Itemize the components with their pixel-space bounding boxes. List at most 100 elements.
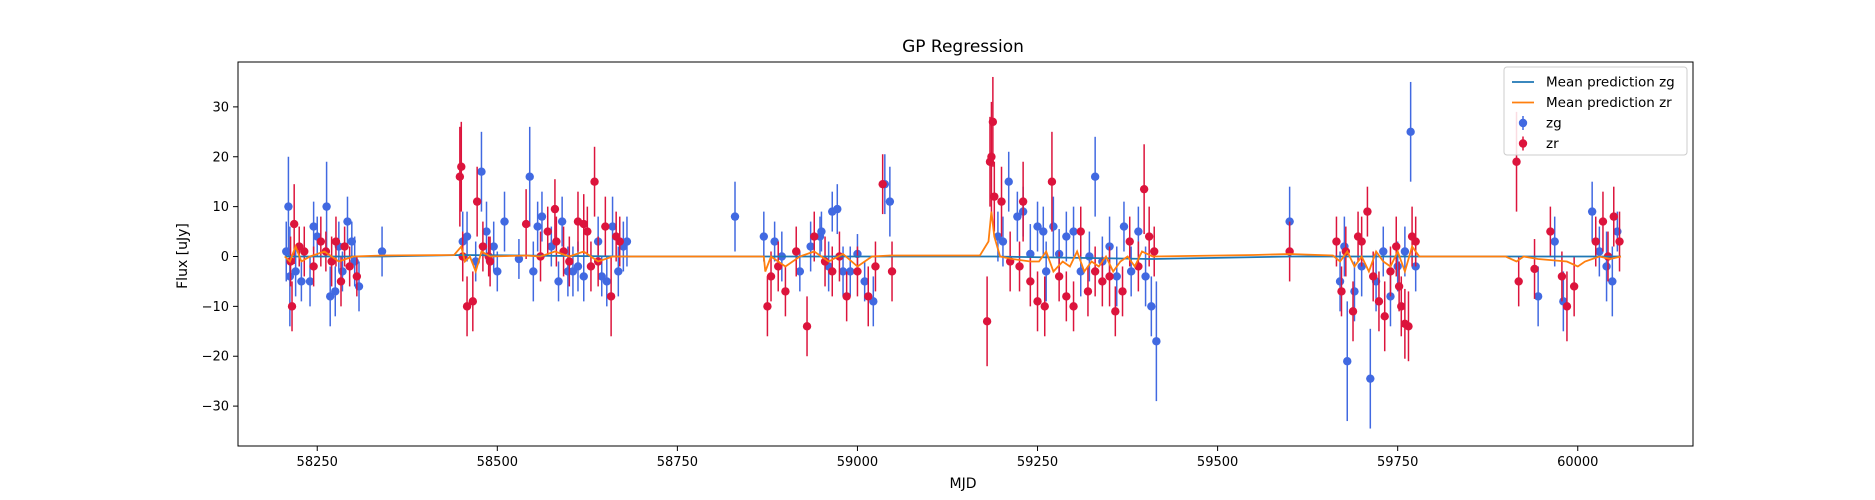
y-tick-label: −20 (202, 350, 229, 365)
data-point-zg (514, 254, 524, 264)
data-point-zr (988, 117, 998, 127)
data-point-zr (1118, 287, 1127, 296)
data-point-zg (1343, 357, 1352, 366)
data-point-zg (1350, 287, 1359, 296)
data-point-zr (1332, 237, 1341, 246)
data-point-zr (1609, 212, 1618, 221)
legend-box (1503, 66, 1688, 156)
y-tick-label: 0 (221, 250, 229, 265)
data-point-zr (1404, 322, 1413, 331)
data-point-zr (345, 262, 354, 271)
data-point-zg (477, 167, 486, 176)
data-point-zg (533, 222, 542, 231)
legend-item-zr: zr (1518, 136, 1559, 152)
data-point-zr (1363, 207, 1372, 216)
legend-item-zg: zg (1518, 116, 1562, 132)
x-tick-label: 59250 (1017, 455, 1058, 470)
data-point-zr (1144, 232, 1154, 241)
data-point-zg (354, 282, 364, 291)
data-point-zg (579, 272, 588, 281)
data-point-zg (885, 197, 895, 206)
x-tick-label: 59750 (1377, 455, 1418, 470)
data-point-zg (1141, 272, 1150, 281)
data-point-zg (291, 267, 300, 276)
data-point-zr (792, 247, 801, 256)
data-point-zg (846, 267, 855, 276)
data-point-zr (1040, 302, 1049, 311)
data-point-zr (1591, 237, 1600, 246)
data-point-zr (1368, 272, 1378, 281)
data-point-zr (1125, 237, 1134, 246)
data-point-zg (1126, 267, 1136, 276)
data-point-zg (730, 212, 740, 221)
data-point-zg (1587, 207, 1597, 216)
data-point-zg (1112, 272, 1121, 281)
data-point-zr (997, 197, 1006, 206)
data-point-zr (1150, 247, 1159, 256)
data-point-zr (1374, 297, 1384, 306)
data-point-zr (601, 222, 610, 231)
data-point-zr (457, 162, 466, 171)
data-point-zr (1105, 272, 1114, 281)
y-tick-label: −10 (202, 300, 229, 315)
data-point-zr (763, 302, 772, 311)
data-point-zr (352, 272, 362, 281)
data-point-zg (838, 267, 848, 276)
line-mean_zg (284, 254, 1621, 260)
data-point-zr (615, 237, 624, 246)
data-point-zg (998, 237, 1008, 246)
data-point-zr (1090, 267, 1100, 276)
data-point-zg (500, 217, 509, 226)
data-point-zr (1394, 282, 1404, 291)
x-tick-label: 59000 (837, 455, 878, 470)
data-point-zg (462, 232, 472, 241)
data-point-zr (1514, 277, 1523, 286)
data-point-zr (336, 277, 346, 286)
data-point-zg (1366, 374, 1375, 383)
data-point-zg (1013, 212, 1022, 221)
data-point-zr (802, 322, 812, 331)
x-tick-label: 58750 (657, 455, 698, 470)
data-point-zr (1018, 197, 1028, 206)
data-point-zg (817, 227, 826, 236)
data-point-zg (770, 237, 779, 246)
y-tick-label: 10 (212, 200, 229, 215)
series-zr (286, 76, 1624, 367)
data-point-zr (982, 317, 992, 326)
y-tick-label: 30 (212, 100, 229, 115)
legend-label: Mean prediction zg (1546, 75, 1675, 91)
y-axis-label: Flux [uJy] (175, 223, 191, 289)
data-point-zr (327, 257, 336, 266)
data-point-zr (552, 237, 561, 246)
data-point-zr (853, 267, 862, 276)
data-point-zg (525, 172, 534, 181)
data-point-zr (1569, 282, 1579, 291)
data-point-zr (990, 192, 999, 201)
legend-label: zg (1546, 116, 1562, 132)
data-point-zg (377, 247, 387, 256)
data-point-zr (774, 262, 783, 271)
data-point-zg (1608, 277, 1617, 286)
legend-item-mean_zr: Mean prediction zr (1512, 95, 1672, 111)
data-point-zr (1026, 277, 1035, 286)
y-tick-label: −30 (202, 400, 229, 415)
data-point-zr (300, 247, 309, 256)
data-point-zg (1039, 227, 1048, 236)
data-point-zg (305, 277, 315, 286)
data-point-zg (1090, 172, 1100, 181)
x-tick-label: 59500 (1197, 455, 1238, 470)
data-point-zr (579, 219, 588, 229)
data-point-zr (871, 262, 880, 271)
data-point-zg (347, 237, 357, 246)
data-point-zg (1400, 247, 1410, 256)
data-point-zr (1348, 307, 1358, 316)
data-point-zg (284, 202, 293, 211)
data-point-zr (309, 262, 318, 271)
data-point-zr (289, 219, 299, 229)
data-point-zr (468, 297, 478, 306)
data-point-zr (287, 302, 297, 311)
plot-area (282, 76, 1624, 429)
data-point-zg (482, 227, 491, 236)
line-mean_zr (284, 211, 1622, 275)
